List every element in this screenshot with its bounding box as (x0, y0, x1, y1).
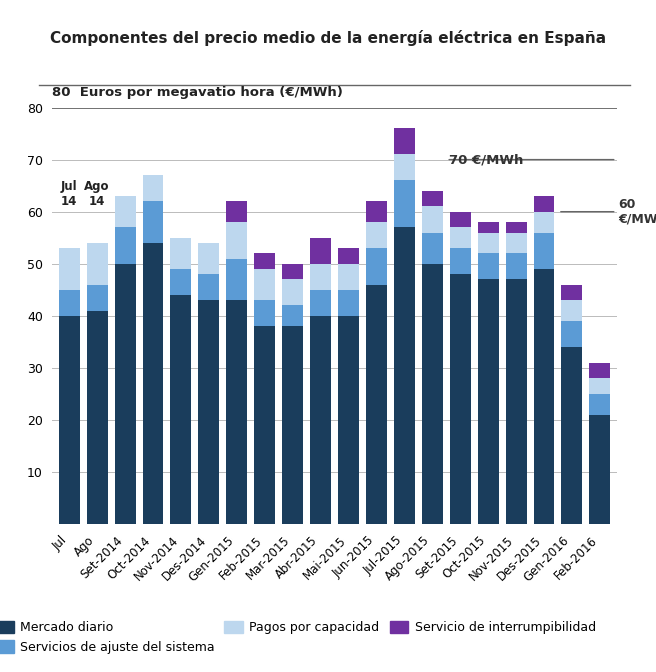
Bar (478, 222, 499, 233)
Bar (142, 243, 163, 524)
Bar (394, 227, 415, 524)
Bar (310, 316, 331, 524)
Bar (478, 253, 499, 280)
Bar (394, 180, 415, 227)
Bar (310, 263, 331, 290)
Bar (282, 264, 303, 280)
Bar (478, 280, 499, 524)
Bar (506, 280, 527, 524)
Legend: Mercado diario, Servicios de ajuste del sistema, Pagos por capacidad, Servicio d: Mercado diario, Servicios de ajuste del … (0, 616, 601, 659)
Bar (115, 227, 136, 264)
Text: Ago
14: Ago 14 (85, 181, 110, 208)
Text: Jul
14: Jul 14 (61, 181, 77, 208)
Bar (226, 300, 247, 524)
Bar (226, 202, 247, 222)
Bar (198, 243, 219, 274)
Bar (450, 227, 471, 248)
Bar (255, 253, 276, 269)
Bar (171, 269, 192, 295)
Bar (562, 300, 583, 321)
Bar (589, 363, 610, 378)
Bar (562, 347, 583, 524)
Text: Componentes del precio medio de la energía eléctrica en España: Componentes del precio medio de la energ… (50, 30, 606, 46)
Bar (226, 259, 247, 300)
Bar (562, 285, 583, 300)
Bar (589, 378, 610, 394)
Bar (338, 316, 359, 524)
Bar (506, 233, 527, 253)
Bar (142, 175, 163, 202)
Bar (282, 280, 303, 305)
Bar (226, 222, 247, 259)
Bar (59, 316, 80, 524)
Bar (562, 321, 583, 347)
Bar (142, 202, 163, 243)
Bar (59, 290, 80, 316)
Bar (338, 263, 359, 290)
Bar (589, 415, 610, 524)
Bar (338, 290, 359, 316)
Bar (366, 248, 387, 285)
Bar (255, 300, 276, 326)
Bar (533, 269, 554, 524)
Bar (87, 284, 108, 310)
Bar (366, 285, 387, 524)
Bar (255, 269, 276, 300)
Bar (394, 155, 415, 181)
Bar (422, 233, 443, 264)
Bar (366, 202, 387, 222)
Bar (310, 290, 331, 316)
Bar (310, 238, 331, 264)
Bar (59, 248, 80, 290)
Bar (450, 248, 471, 274)
Bar (115, 196, 136, 227)
Bar (422, 264, 443, 524)
Bar (533, 212, 554, 233)
Bar (115, 264, 136, 524)
Text: 70 €/MWh: 70 €/MWh (449, 153, 523, 166)
Bar (282, 326, 303, 524)
Bar (478, 233, 499, 253)
Bar (506, 253, 527, 280)
Bar (450, 274, 471, 524)
Bar (87, 243, 108, 285)
Bar (506, 222, 527, 233)
Bar (198, 274, 219, 300)
Bar (533, 196, 554, 212)
Text: 80  Euros por megavatio hora (€/MWh): 80 Euros por megavatio hora (€/MWh) (52, 86, 343, 99)
Bar (366, 222, 387, 248)
Text: 60
€/MWh: 60 €/MWh (618, 198, 656, 226)
Bar (589, 394, 610, 415)
Bar (422, 206, 443, 233)
Bar (87, 310, 108, 524)
Bar (171, 238, 192, 269)
Bar (422, 191, 443, 206)
Bar (282, 305, 303, 326)
Bar (338, 248, 359, 264)
Bar (450, 212, 471, 227)
Bar (533, 233, 554, 269)
Bar (171, 295, 192, 524)
Bar (198, 300, 219, 524)
Bar (394, 128, 415, 155)
Bar (255, 326, 276, 524)
